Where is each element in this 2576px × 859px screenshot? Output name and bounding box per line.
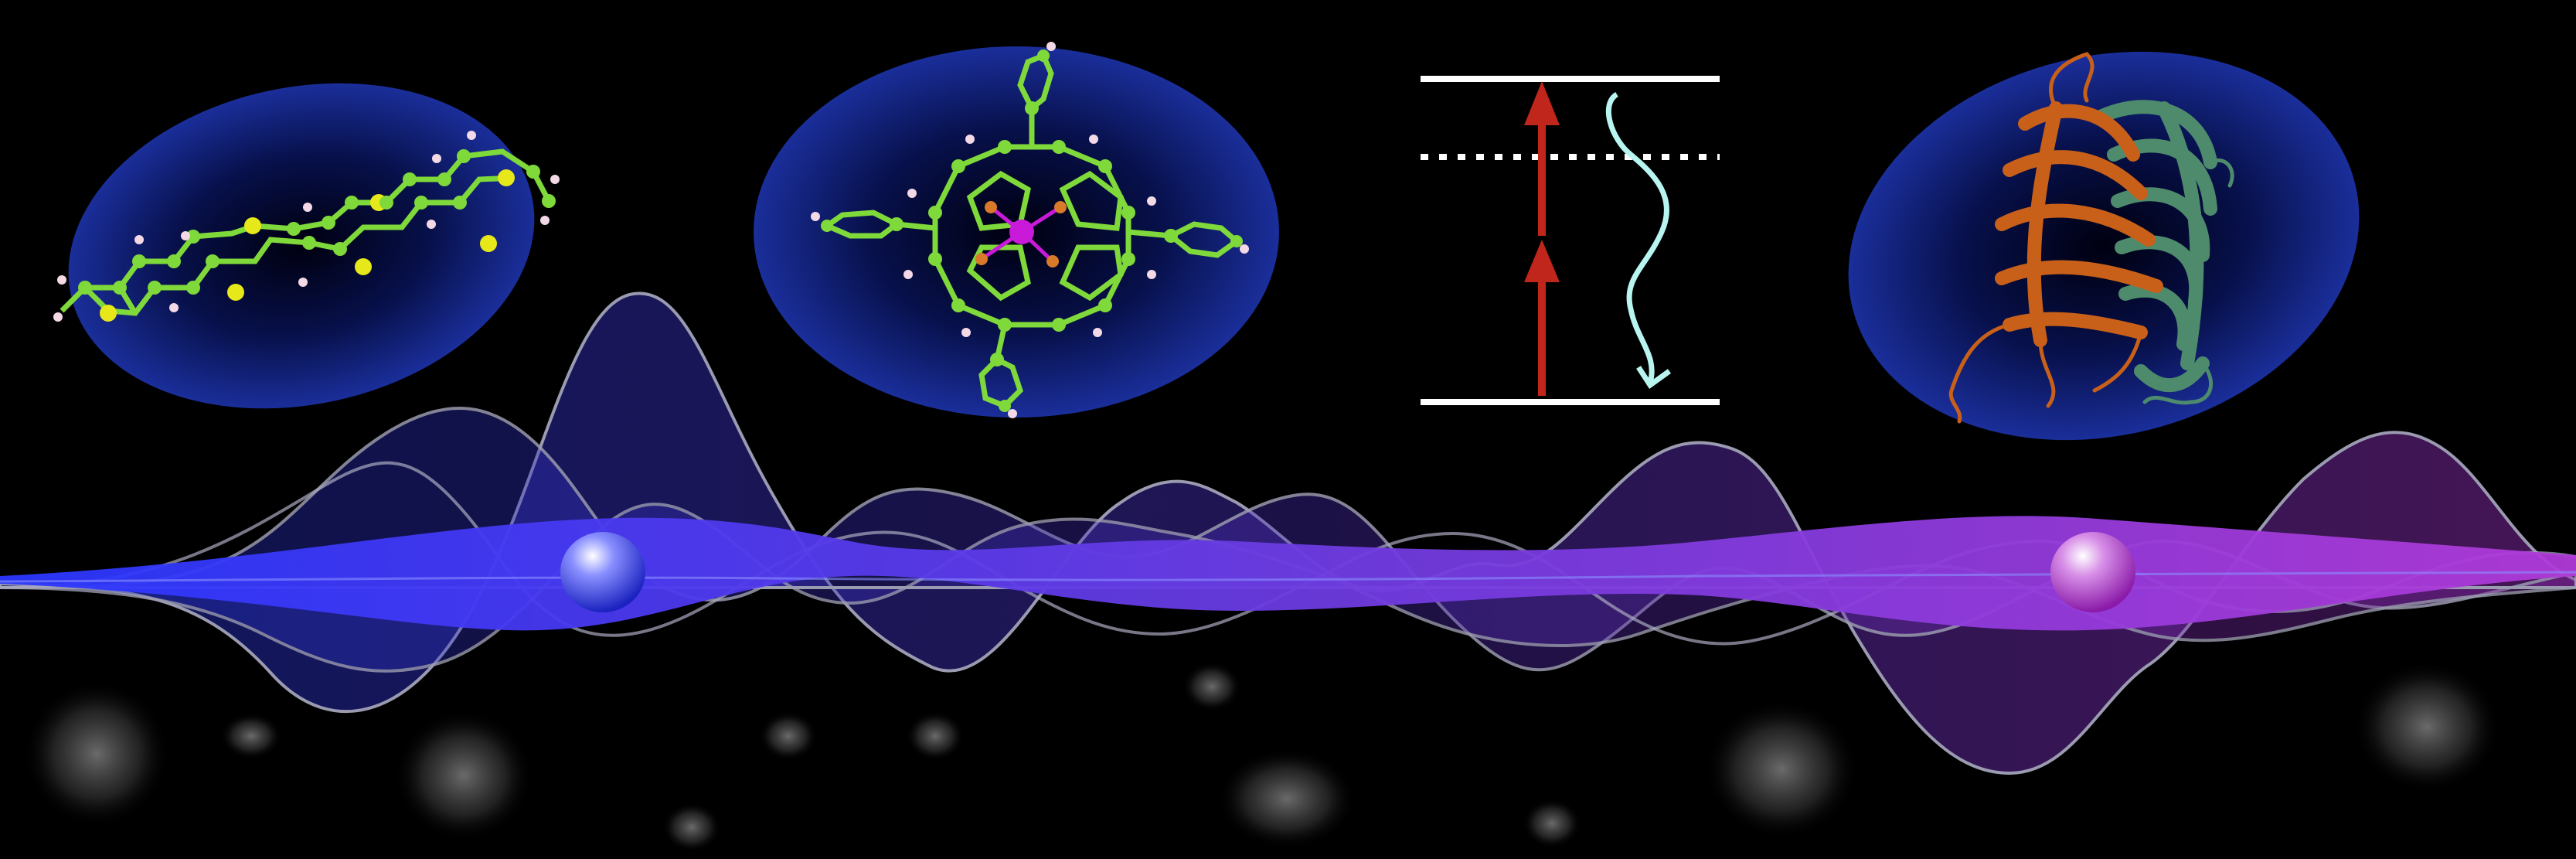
fluorescent-protein-structure xyxy=(1848,51,2360,441)
bubble xyxy=(1183,662,1241,711)
wave-particles xyxy=(560,532,2135,612)
photon-particle-violet xyxy=(2050,532,2135,612)
bubble xyxy=(662,803,721,852)
hydrogen-atoms xyxy=(53,131,560,322)
energy-level-icon xyxy=(1421,76,1720,405)
background-bubbles xyxy=(23,661,2500,852)
hydrogen-atoms xyxy=(811,42,1249,418)
bubble xyxy=(1704,700,1859,839)
protein-icon xyxy=(1948,52,2234,424)
bubble xyxy=(1523,799,1581,848)
fused-thiophene-molecule xyxy=(53,83,560,409)
nitrogen-atoms xyxy=(975,201,1067,268)
metalloporphyrin-molecule xyxy=(754,42,1279,418)
carbon-atoms xyxy=(78,149,556,295)
lower-excitation-arrowhead xyxy=(1524,240,1560,282)
bubble xyxy=(759,711,818,761)
emission-arrow xyxy=(1605,91,1672,389)
bubble xyxy=(394,710,533,841)
photon-particle-blue xyxy=(560,532,645,612)
bubble xyxy=(2353,661,2500,793)
bubble xyxy=(906,711,965,761)
upper-excitation-arrowhead xyxy=(1524,81,1560,125)
wave-ribbon-highlight xyxy=(0,571,2576,583)
two-photon-energy-diagram xyxy=(1421,76,1720,405)
protein-halo xyxy=(1848,51,2360,441)
bubble xyxy=(1217,748,1356,849)
bubble xyxy=(23,680,170,827)
bubble xyxy=(220,713,282,759)
molecule-halo xyxy=(68,83,535,409)
excitation-arrows xyxy=(1524,81,1560,396)
wave-ribbon xyxy=(0,516,2576,631)
carbon-atoms xyxy=(821,49,1243,412)
metal-atom xyxy=(1009,220,1034,244)
